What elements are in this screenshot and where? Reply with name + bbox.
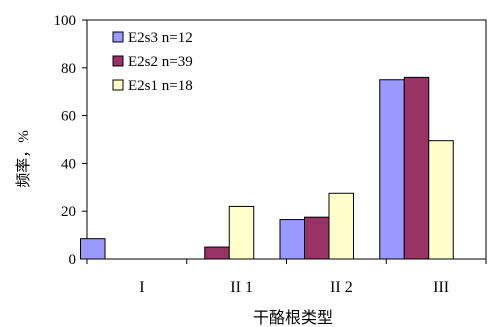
bar-series-1-cat-1 [80,238,106,260]
x-tick-label: III [433,279,449,296]
bar-series-2-cat-4 [403,76,430,260]
x-tick-label: II 1 [230,279,253,296]
bar-series-3-cat-2 [228,205,255,260]
legend-swatch-3 [112,79,124,91]
bar-series-3-cat-3 [328,192,354,260]
y-axis-title: 频率，% [15,130,32,188]
bar-series-1-cat-4 [379,79,405,260]
y-tick-label: 40 [61,156,76,172]
y-tick-label: 100 [54,13,77,29]
legend: E2s3 n=12 E2s2 n=39 E2s1 n=18 [112,30,193,94]
bar-series-3-cat-4 [428,140,454,260]
legend-label-2: E2s2 n=39 [128,54,193,70]
legend-label-1: E2s3 n=12 [128,30,193,46]
y-axis: 0 20 40 60 80 100 [54,13,87,268]
x-tick-label: II 2 [330,279,353,296]
bar-series-2-cat-2 [204,246,230,260]
legend-swatch-2 [112,55,124,67]
x-axis-title: 干酪根类型 [253,309,333,327]
y-tick-label: 20 [61,204,76,220]
bar-series-2-cat-3 [304,216,330,260]
y-tick-label: 80 [61,61,76,77]
x-tick-label: I [139,279,144,296]
legend-label-3: E2s1 n=18 [128,78,193,94]
legend-swatch-1 [112,31,124,43]
y-tick-label: 60 [61,109,76,125]
bars [80,76,454,260]
y-tick-label: 0 [69,252,77,268]
bar-series-1-cat-3 [279,219,305,260]
x-axis: I II 1 II 2 III [86,259,487,296]
